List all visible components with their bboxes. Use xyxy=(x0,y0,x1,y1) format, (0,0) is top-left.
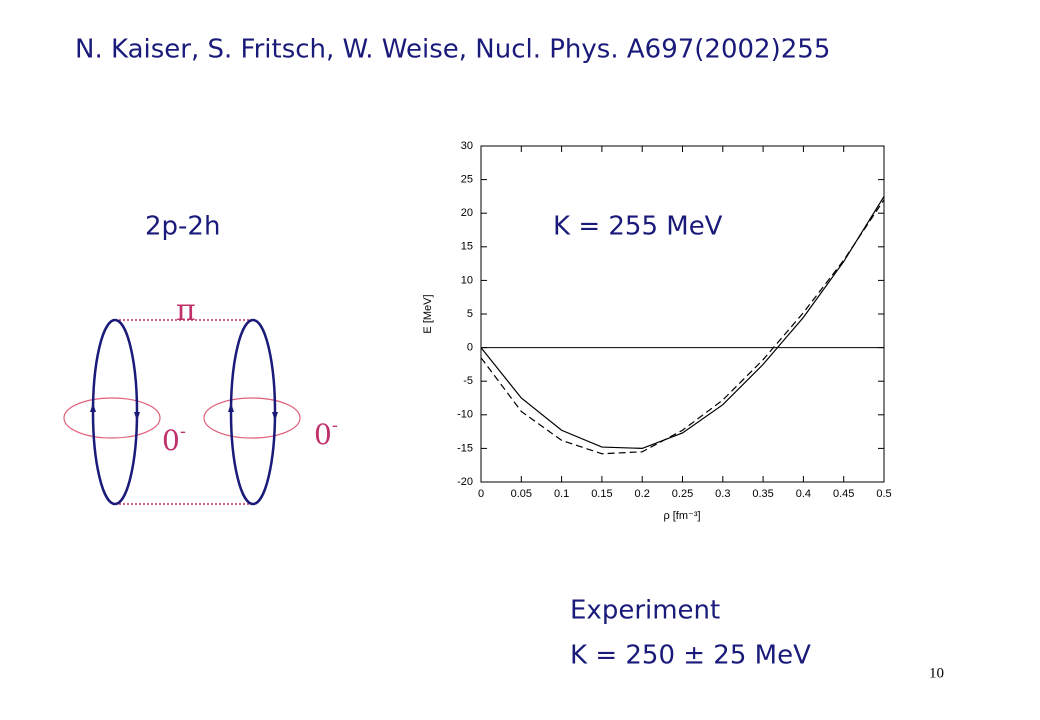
y-tick-label: -15 xyxy=(457,442,473,454)
vertex-base: 0 xyxy=(314,418,332,451)
y-tick-label: 20 xyxy=(461,207,473,219)
y-axis-label: E [MeV] xyxy=(422,294,434,333)
y-tick-label: 0 xyxy=(467,342,473,354)
series-line xyxy=(480,199,885,455)
x-tick-label: 0.4 xyxy=(796,488,811,500)
experiment-title: Experiment xyxy=(570,596,720,626)
y-tick-label: 25 xyxy=(461,174,473,186)
loop xyxy=(203,397,301,439)
x-tick-label: 0.45 xyxy=(833,488,854,500)
x-tick-label: 0.25 xyxy=(672,488,693,500)
vertex-label: 0- xyxy=(314,415,338,451)
plot-frame xyxy=(480,145,885,483)
y-tick-label: 10 xyxy=(461,274,473,286)
diagram: π 0- 0- xyxy=(63,293,338,506)
fermion-loop xyxy=(229,318,277,506)
vertex-sup: - xyxy=(180,421,186,442)
x-tick-label: 0.05 xyxy=(511,488,532,500)
y-tick-label: 15 xyxy=(461,241,473,253)
y-tick-label: -20 xyxy=(457,476,473,488)
x-tick-label: 0.5 xyxy=(876,488,891,500)
series-line xyxy=(480,196,885,450)
fermion-loop xyxy=(91,318,139,506)
y-tick-label: -10 xyxy=(457,409,473,421)
x-tick-label: 0.3 xyxy=(715,488,730,500)
vertex-base: 0 xyxy=(162,424,180,457)
x-tick-label: 0 xyxy=(478,488,484,500)
x-tick-label: 0.35 xyxy=(752,488,773,500)
vertex-sup: - xyxy=(332,415,338,436)
x-tick-label: 0.1 xyxy=(554,488,569,500)
page-number: 10 xyxy=(929,665,944,681)
result: K = 255 MeV xyxy=(553,212,723,242)
y-tick-label: 5 xyxy=(467,308,473,320)
arrow xyxy=(90,403,96,412)
experiment-value: K = 250 ± 25 MeV xyxy=(570,641,811,671)
arrow xyxy=(134,412,140,421)
arrow xyxy=(228,403,234,412)
x-tick-label: 0.2 xyxy=(635,488,650,500)
y-tick-label: -5 xyxy=(463,375,473,387)
arrow xyxy=(272,412,278,421)
x-axis-label: ρ [fm⁻³] xyxy=(663,510,700,522)
loop xyxy=(63,397,161,439)
y-tick-label: 30 xyxy=(461,140,473,152)
pion-label: π xyxy=(176,293,196,328)
diagram-label: 2p-2h xyxy=(145,212,220,242)
x-tick-label: 0.15 xyxy=(591,488,612,500)
vertex-label: 0- xyxy=(162,421,186,457)
reference: N. Kaiser, S. Fritsch, W. Weise, Nucl. P… xyxy=(75,35,830,65)
